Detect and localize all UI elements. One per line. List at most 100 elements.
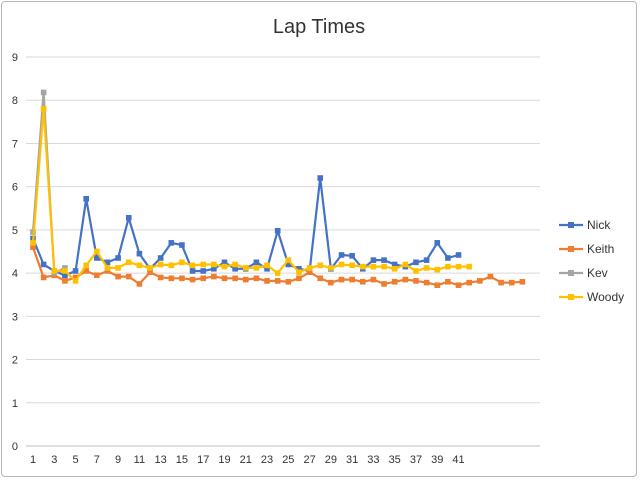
legend-item: Woody — [559, 290, 624, 304]
data-point — [211, 261, 217, 268]
y-tick-label: 1 — [12, 398, 18, 410]
data-point — [83, 268, 89, 274]
data-point — [338, 252, 345, 258]
data-point — [317, 262, 324, 269]
data-point — [413, 259, 419, 266]
data-point — [274, 278, 281, 284]
data-point — [370, 263, 377, 270]
x-tick-label: 35 — [389, 454, 401, 466]
data-point — [168, 262, 175, 269]
y-tick-label: 5 — [12, 225, 18, 237]
data-point — [434, 240, 441, 246]
data-point — [147, 265, 153, 271]
data-point — [30, 240, 36, 246]
y-tick-label: 8 — [12, 95, 18, 107]
data-point — [157, 274, 164, 281]
data-point — [306, 269, 313, 276]
data-point — [221, 275, 228, 282]
data-point — [242, 265, 249, 271]
data-point — [94, 272, 100, 279]
x-tick-label: 37 — [410, 454, 422, 466]
data-point — [253, 265, 260, 271]
x-tick-label: 5 — [72, 454, 78, 466]
data-point — [434, 266, 441, 273]
data-point — [157, 255, 164, 261]
data-point — [253, 259, 260, 266]
data-point — [349, 262, 355, 269]
data-point — [200, 268, 207, 274]
data-point — [359, 278, 366, 285]
data-point — [232, 261, 238, 268]
data-point — [423, 257, 430, 263]
x-tick-label: 3 — [51, 454, 57, 466]
data-point — [328, 279, 334, 286]
data-point — [381, 263, 387, 270]
data-point — [455, 252, 462, 258]
data-point — [242, 276, 249, 283]
data-point — [434, 282, 441, 289]
series-layer — [30, 89, 526, 289]
data-point — [104, 259, 111, 266]
data-point — [391, 278, 398, 285]
data-point — [498, 279, 504, 286]
data-point — [466, 279, 472, 286]
data-point — [72, 268, 79, 274]
data-point — [189, 268, 196, 274]
data-point — [349, 253, 355, 259]
data-point — [338, 261, 345, 268]
data-point — [232, 265, 238, 272]
data-point — [306, 265, 313, 271]
x-tick-label: 7 — [94, 454, 100, 466]
data-point — [391, 265, 398, 272]
legend-item: Kev — [559, 266, 608, 280]
x-tick-label: 11 — [134, 454, 145, 466]
legend-marker — [568, 246, 574, 252]
data-point — [136, 262, 143, 269]
data-point — [370, 257, 377, 263]
y-tick-label: 9 — [12, 52, 18, 64]
x-tick-label: 25 — [282, 454, 294, 466]
data-point — [264, 278, 270, 284]
data-point — [211, 273, 217, 280]
data-point — [40, 106, 47, 112]
data-point — [381, 281, 387, 287]
legend-marker — [568, 222, 574, 228]
data-point — [179, 242, 185, 248]
x-tick-label: 31 — [346, 454, 358, 466]
data-point — [125, 273, 132, 280]
data-point — [72, 274, 79, 281]
data-point — [285, 257, 292, 263]
data-point — [296, 269, 302, 276]
data-point — [62, 272, 68, 279]
chart-title: Lap Times — [273, 16, 365, 38]
x-tick-label: 15 — [176, 454, 188, 466]
series-keith — [30, 244, 526, 289]
data-point — [264, 265, 270, 272]
data-point — [83, 262, 89, 269]
data-point — [168, 275, 175, 282]
data-point — [274, 270, 281, 276]
data-point — [221, 263, 228, 270]
data-point — [445, 278, 451, 285]
data-point — [477, 278, 483, 284]
y-tick-label: 2 — [12, 355, 18, 367]
y-tick-label: 6 — [12, 182, 18, 194]
data-point — [296, 265, 302, 272]
data-point — [62, 278, 68, 284]
legend-label: Kev — [587, 266, 608, 280]
data-point — [125, 214, 132, 221]
x-tick-label: 21 — [240, 454, 252, 466]
data-point — [94, 248, 100, 255]
data-point — [62, 265, 68, 271]
gridlines — [26, 56, 540, 404]
legend-label: Keith — [587, 242, 614, 256]
legend-marker — [568, 270, 574, 276]
legend-item: Keith — [559, 242, 614, 256]
data-point — [402, 276, 409, 283]
data-point — [264, 262, 270, 269]
data-point — [455, 263, 462, 270]
x-tick-label: 17 — [197, 454, 209, 466]
y-tick-label: 4 — [12, 268, 18, 280]
